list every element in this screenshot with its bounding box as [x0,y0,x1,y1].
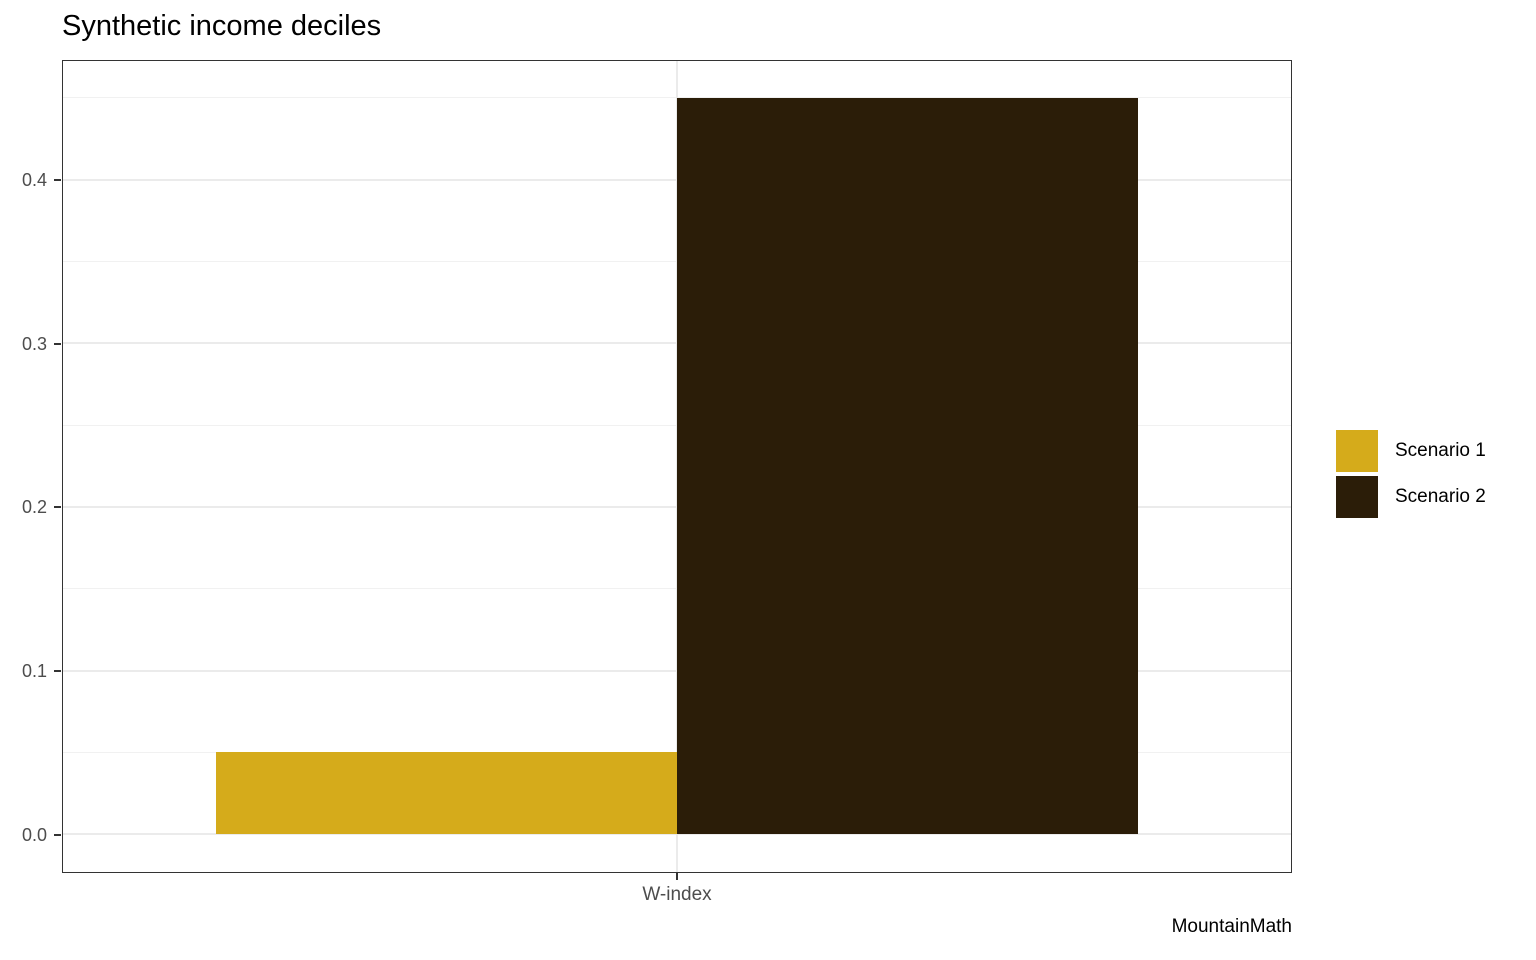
y-tick-mark [54,506,61,509]
y-tick-mark [54,342,61,345]
legend: Scenario 1 Scenario 2 [1336,430,1486,522]
y-tick-label: 0.3 [21,333,47,354]
bar-scenario-1 [215,752,677,835]
y-tick-label: 0.0 [21,824,47,845]
y-tick-mark [54,179,61,182]
y-tick-label: 0.1 [21,661,47,682]
x-tick-label: W-index [642,884,712,905]
y-tick-mark [54,833,61,836]
legend-item-label: Scenario 2 [1395,486,1486,507]
legend-item: Scenario 2 [1336,476,1486,518]
chart-title: Synthetic income deciles [62,10,382,42]
y-tick-label: 0.4 [21,170,47,191]
plot-panel [62,60,1292,873]
legend-item-label: Scenario 1 [1395,440,1486,461]
chart-caption: MountainMath [1171,916,1292,937]
legend-item: Scenario 1 [1336,430,1486,472]
x-tick-mark [676,873,678,880]
legend-key-swatch [1336,430,1378,472]
y-tick-label: 0.2 [21,497,47,518]
bar-scenario-2 [676,97,1138,835]
y-tick-mark [54,670,61,673]
legend-key-swatch [1336,476,1378,518]
